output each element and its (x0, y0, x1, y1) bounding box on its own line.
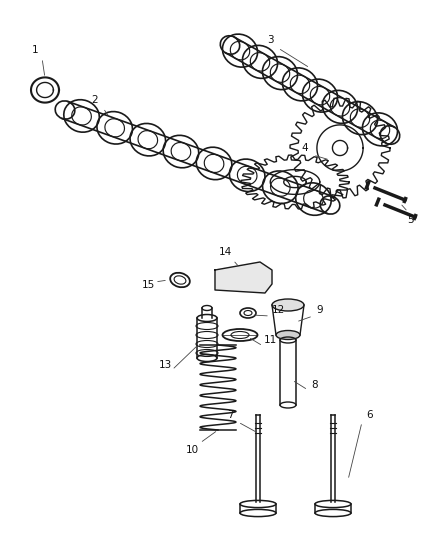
Text: 13: 13 (159, 360, 172, 370)
Text: 2: 2 (92, 95, 98, 105)
Text: 4: 4 (302, 143, 308, 153)
Text: 15: 15 (141, 280, 155, 290)
Text: 14: 14 (219, 247, 232, 257)
Ellipse shape (272, 299, 304, 311)
Text: 5: 5 (407, 215, 413, 225)
Text: 10: 10 (185, 445, 198, 455)
Text: 6: 6 (367, 410, 373, 420)
Text: 9: 9 (317, 305, 323, 315)
Text: 12: 12 (272, 305, 285, 315)
Text: 11: 11 (263, 335, 277, 345)
Text: 3: 3 (267, 35, 273, 45)
Text: 7: 7 (227, 410, 233, 420)
Polygon shape (215, 262, 272, 293)
Ellipse shape (276, 330, 300, 340)
Text: 1: 1 (32, 45, 38, 55)
Text: 8: 8 (312, 380, 318, 390)
